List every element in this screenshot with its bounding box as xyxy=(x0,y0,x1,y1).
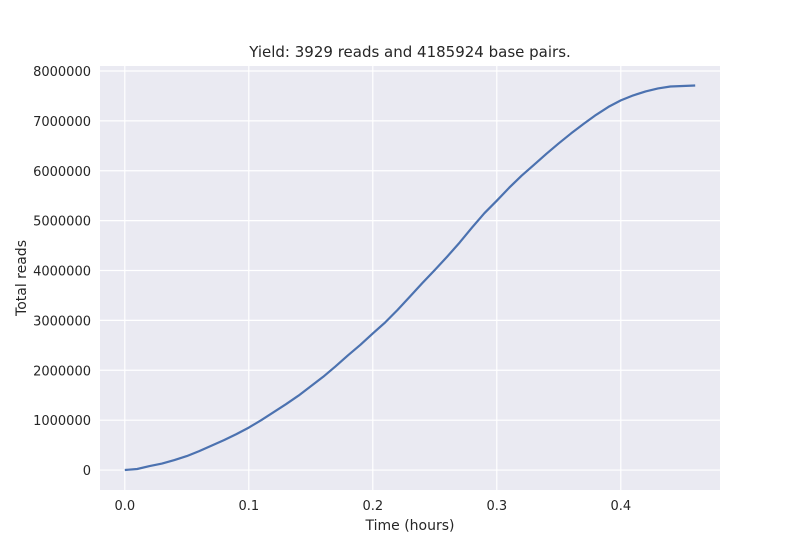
y-tick-labels: 0 1000000 2000000 3000000 4000000 5000000 6000… xyxy=(33,65,91,479)
x-axis-label: Time (hours) xyxy=(365,518,455,534)
grid-lines xyxy=(100,66,720,490)
series-line xyxy=(124,84,696,472)
y-tick-label: 1000000 xyxy=(33,414,91,429)
y-axis-label: Total reads xyxy=(14,240,30,317)
y-tick-label: 0 xyxy=(83,464,91,479)
x-tick-label: 0.0 xyxy=(114,499,135,514)
y-tick-label: 3000000 xyxy=(33,314,91,329)
x-tick-label: 0.4 xyxy=(610,499,631,514)
chart-title: Yield: 3929 reads and 4185924 base pairs… xyxy=(248,43,571,61)
series-layer xyxy=(124,84,696,472)
y-tick-label: 6000000 xyxy=(33,165,91,180)
x-tick-label: 0.1 xyxy=(238,499,259,514)
y-tick-label: 4000000 xyxy=(33,265,91,280)
plot-background xyxy=(100,66,720,490)
y-tick-label: 5000000 xyxy=(33,215,91,230)
y-tick-label: 2000000 xyxy=(33,364,91,379)
x-tick-label: 0.2 xyxy=(362,499,383,514)
y-tick-label: 7000000 xyxy=(33,115,91,130)
x-tick-labels: 0.0 0.1 0.2 0.3 0.4 xyxy=(114,499,631,514)
y-tick-label: 8000000 xyxy=(33,65,91,80)
x-tick-label: 0.3 xyxy=(486,499,507,514)
